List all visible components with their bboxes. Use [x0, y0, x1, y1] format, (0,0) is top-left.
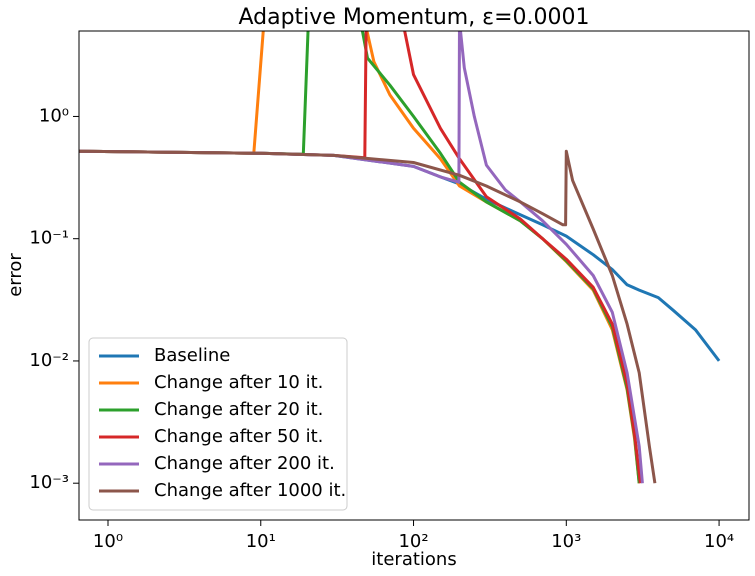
plot-lines: [79, 31, 721, 484]
legend-label: Change after 10 it.: [154, 372, 323, 393]
x-tick-label: 10³: [551, 531, 581, 552]
chart-title: Adaptive Momentum, ε=0.0001: [238, 5, 589, 30]
x-tick-label: 10¹: [246, 531, 276, 552]
legend-label: Change after 50 it.: [154, 426, 323, 447]
y-axis-label: error: [5, 253, 26, 297]
x-tick-label: 10⁴: [704, 531, 734, 552]
series-line: [79, 31, 644, 484]
series-line: [79, 149, 721, 362]
plot-frame: [78, 30, 750, 521]
x-tick-label: 10⁰: [93, 531, 123, 552]
legend-label: Change after 20 it.: [154, 399, 323, 420]
legend-box: [88, 337, 348, 511]
legend-label: Change after 1000 it.: [154, 480, 346, 501]
legend-label: Change after 200 it.: [154, 453, 335, 474]
y-tick-label: 10⁻³: [29, 472, 69, 493]
x-axis-label: iterations: [371, 549, 456, 570]
y-tick-label: 10⁻²: [29, 350, 69, 371]
legend-label: Baseline: [154, 345, 230, 366]
y-tick-label: 10⁻¹: [29, 228, 69, 249]
x-tick-label: 10²: [398, 531, 428, 552]
series-line: [79, 149, 657, 484]
y-tick-label: 10⁰: [39, 105, 69, 126]
